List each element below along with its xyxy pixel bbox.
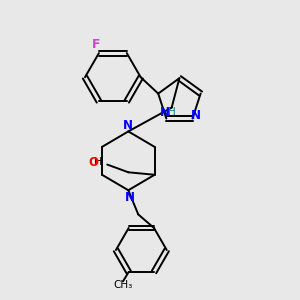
Text: H: H xyxy=(168,107,176,117)
Text: N: N xyxy=(125,190,135,204)
Text: H: H xyxy=(94,157,102,167)
Text: F: F xyxy=(92,38,101,51)
Text: N: N xyxy=(123,119,133,132)
Text: CH₃: CH₃ xyxy=(113,280,133,290)
Text: N: N xyxy=(190,109,201,122)
Text: N: N xyxy=(160,106,170,119)
Text: O: O xyxy=(89,156,99,169)
